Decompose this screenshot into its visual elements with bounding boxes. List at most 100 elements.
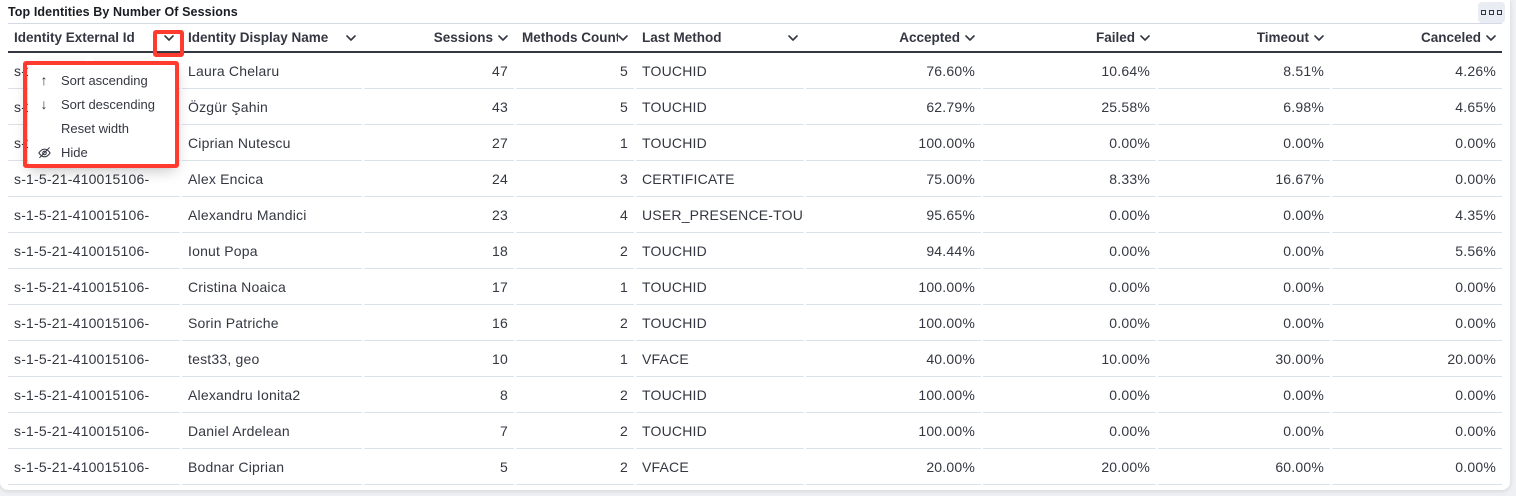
cell-canceled: 4.26%: [1332, 53, 1502, 89]
cell-methods_count: 5: [516, 89, 634, 125]
chevron-down-icon[interactable]: [965, 34, 975, 41]
cell-external_id: s-1-5-21-410015106-: [8, 377, 180, 413]
cell-last_method: TOUCHID: [636, 125, 804, 161]
menu-item-sort-ascending[interactable]: ↑ Sort ascending: [28, 68, 176, 92]
cell-timeout: 30.00%: [1158, 341, 1330, 377]
cell-failed: 0.00%: [983, 377, 1156, 413]
cell-methods_count: 2: [516, 377, 634, 413]
cell-timeout: 0.00%: [1158, 125, 1330, 161]
table-row: s-1-5-21-410015106- Daniel Ardelean 7 2 TOUC…: [8, 413, 1502, 449]
cell-last_method: TOUCHID: [636, 53, 804, 89]
column-header-display_name[interactable]: Identity Display Name: [182, 24, 362, 51]
table-body: s-1-5-21-410015106-Laura Chelaru475TOUCH…: [8, 53, 1502, 485]
cell-sessions: 23: [364, 197, 514, 233]
cell-accepted: 62.79%: [806, 89, 981, 125]
icon-spacer: [35, 120, 53, 136]
column-header-label: Last Method: [642, 30, 722, 45]
cell-last_method: USER_PRESENCE-TOUC: [636, 197, 804, 233]
column-header-label: Methods Count: [522, 30, 618, 45]
column-header-sessions[interactable]: Sessions: [364, 24, 514, 51]
column-header-last_method[interactable]: Last Method: [636, 24, 804, 51]
cell-accepted: 94.44%: [806, 233, 981, 269]
cell-display_name: Daniel Ardelean: [182, 413, 362, 449]
column-header-label: Accepted: [899, 30, 960, 45]
cell-external_id: s-1-5-21-410015106-: [8, 233, 180, 269]
cell-canceled: 0.00%: [1332, 269, 1502, 305]
cell-display_name: Alexandru Ionita2: [182, 377, 362, 413]
cell-external_id: s-1-5-21-410015106-: [8, 197, 180, 233]
panel-options-button[interactable]: [1478, 2, 1505, 23]
cell-timeout: 16.67%: [1158, 161, 1330, 197]
cell-display_name: Alex Encica: [182, 161, 362, 197]
menu-item-label: Sort ascending: [61, 72, 148, 88]
column-header-failed[interactable]: Failed: [983, 24, 1156, 51]
cell-methods_count: 3: [516, 161, 634, 197]
column-header-methods_count[interactable]: Methods Count: [516, 24, 634, 51]
menu-item-label: Sort descending: [61, 96, 155, 112]
cell-canceled: 0.00%: [1332, 449, 1502, 485]
chevron-down-icon[interactable]: [788, 34, 798, 41]
cell-last_method: TOUCHID: [636, 305, 804, 341]
cell-sessions: 8: [364, 377, 514, 413]
menu-item-reset-width[interactable]: Reset width: [28, 116, 176, 140]
column-header-canceled[interactable]: Canceled: [1332, 24, 1502, 51]
column-header-timeout[interactable]: Timeout: [1158, 24, 1330, 51]
cell-methods_count: 5: [516, 53, 634, 89]
cell-failed: 10.64%: [983, 53, 1156, 89]
cell-canceled: 4.35%: [1332, 197, 1502, 233]
cell-canceled: 0.00%: [1332, 377, 1502, 413]
cell-accepted: 20.00%: [806, 449, 981, 485]
menu-item-hide[interactable]: Hide: [28, 140, 176, 164]
chevron-down-icon[interactable]: [498, 34, 508, 41]
chevron-down-icon[interactable]: [618, 34, 628, 41]
cell-methods_count: 2: [516, 413, 634, 449]
menu-item-label: Reset width: [61, 120, 129, 136]
cell-failed: 20.00%: [983, 449, 1156, 485]
cell-accepted: 75.00%: [806, 161, 981, 197]
chevron-down-icon[interactable]: [1486, 34, 1496, 41]
cell-last_method: TOUCHID: [636, 413, 804, 449]
cell-methods_count: 1: [516, 269, 634, 305]
column-header-label: Sessions: [433, 30, 493, 45]
column-header-label: Identity External Id: [14, 30, 135, 45]
cell-canceled: 0.00%: [1332, 161, 1502, 197]
cell-canceled: 5.56%: [1332, 233, 1502, 269]
cell-display_name: test33, geo: [182, 341, 362, 377]
cell-methods_count: 2: [516, 449, 634, 485]
chevron-down-icon[interactable]: [164, 34, 174, 41]
column-header-label: Timeout: [1256, 30, 1309, 45]
column-header-label: Identity Display Name: [188, 30, 329, 45]
cell-external_id: s-1-5-21-410015106-: [8, 449, 180, 485]
cell-timeout: 8.51%: [1158, 53, 1330, 89]
column-header-accepted[interactable]: Accepted: [806, 24, 981, 51]
cell-timeout: 0.00%: [1158, 413, 1330, 449]
cell-accepted: 100.00%: [806, 125, 981, 161]
cell-sessions: 18: [364, 233, 514, 269]
cell-accepted: 95.65%: [806, 197, 981, 233]
table-row: s-1-5-21-410015106- Alexandru Ionita2 8 2 TO…: [8, 377, 1502, 413]
table-row: s-1-5-21-410015106- Bodnar Ciprian 5 2 VFACE…: [8, 449, 1502, 485]
column-header-external_id[interactable]: Identity External Id: [8, 24, 180, 51]
table-row: s-1-5-21-410015106- Alexandru Mandici 23 4 U…: [8, 197, 1502, 233]
cell-external_id: s-1-5-21-410015106-: [8, 413, 180, 449]
cell-accepted: 40.00%: [806, 341, 981, 377]
menu-item-sort-descending[interactable]: ↓ Sort descending: [28, 92, 176, 116]
column-header-label: Canceled: [1420, 30, 1481, 45]
chevron-down-icon[interactable]: [1314, 34, 1324, 41]
cell-failed: 0.00%: [983, 233, 1156, 269]
cell-external_id: s-1-5-21-410015106-: [8, 269, 180, 305]
sort-ascending-icon: ↑: [40, 72, 48, 88]
table-row: s-1-5-21-410015106-Laura Chelaru475TOUCH…: [8, 53, 1502, 89]
header-row: Identity External Id Identity Display Nam…: [8, 23, 1502, 53]
column-header-label: Failed: [1095, 30, 1135, 45]
table-row: s-1-5-21-410015106-Özgür Şahin435TOUCHID…: [8, 89, 1502, 125]
cell-accepted: 100.00%: [806, 413, 981, 449]
cell-last_method: CERTIFICATE: [636, 161, 804, 197]
cell-sessions: 43: [364, 89, 514, 125]
cell-accepted: 100.00%: [806, 377, 981, 413]
chevron-down-icon[interactable]: [1140, 34, 1150, 41]
cell-failed: 0.00%: [983, 197, 1156, 233]
chevron-down-icon[interactable]: [346, 34, 356, 41]
cell-timeout: 0.00%: [1158, 377, 1330, 413]
